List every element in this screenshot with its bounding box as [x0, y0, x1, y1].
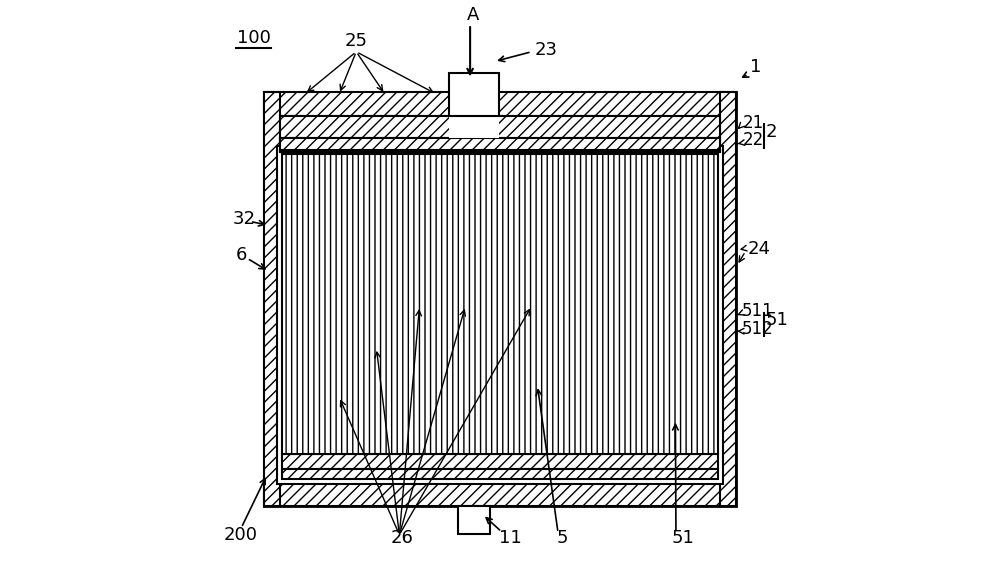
Bar — [720, 92, 736, 506]
Text: 22: 22 — [743, 131, 764, 149]
Bar — [280, 116, 720, 138]
Text: 26: 26 — [391, 530, 414, 547]
Bar — [264, 92, 736, 506]
Bar — [264, 92, 280, 506]
Bar — [264, 482, 736, 506]
Bar — [449, 115, 499, 138]
Bar — [458, 506, 490, 534]
Text: 24: 24 — [747, 240, 770, 258]
Text: 32: 32 — [233, 210, 256, 228]
Text: 100: 100 — [237, 29, 271, 47]
Text: 2: 2 — [766, 123, 777, 141]
Bar — [277, 146, 723, 484]
Text: 1: 1 — [750, 58, 762, 76]
Text: 51: 51 — [766, 312, 789, 329]
Bar — [280, 150, 720, 152]
Text: 5: 5 — [556, 530, 568, 547]
Text: 51: 51 — [671, 530, 694, 547]
Bar — [282, 454, 718, 469]
Text: 11: 11 — [499, 530, 522, 547]
Text: 200: 200 — [224, 527, 258, 545]
Bar — [280, 116, 720, 482]
Bar — [280, 138, 720, 151]
Text: 25: 25 — [345, 32, 368, 50]
Text: 23: 23 — [535, 41, 558, 59]
Bar — [449, 73, 499, 116]
Text: 512: 512 — [742, 320, 773, 338]
Text: A: A — [467, 6, 480, 24]
Bar — [282, 469, 718, 479]
Text: 6: 6 — [236, 246, 247, 264]
Text: 21: 21 — [743, 114, 764, 132]
Bar — [282, 154, 718, 454]
Text: 511: 511 — [742, 302, 773, 320]
Bar — [264, 92, 736, 116]
